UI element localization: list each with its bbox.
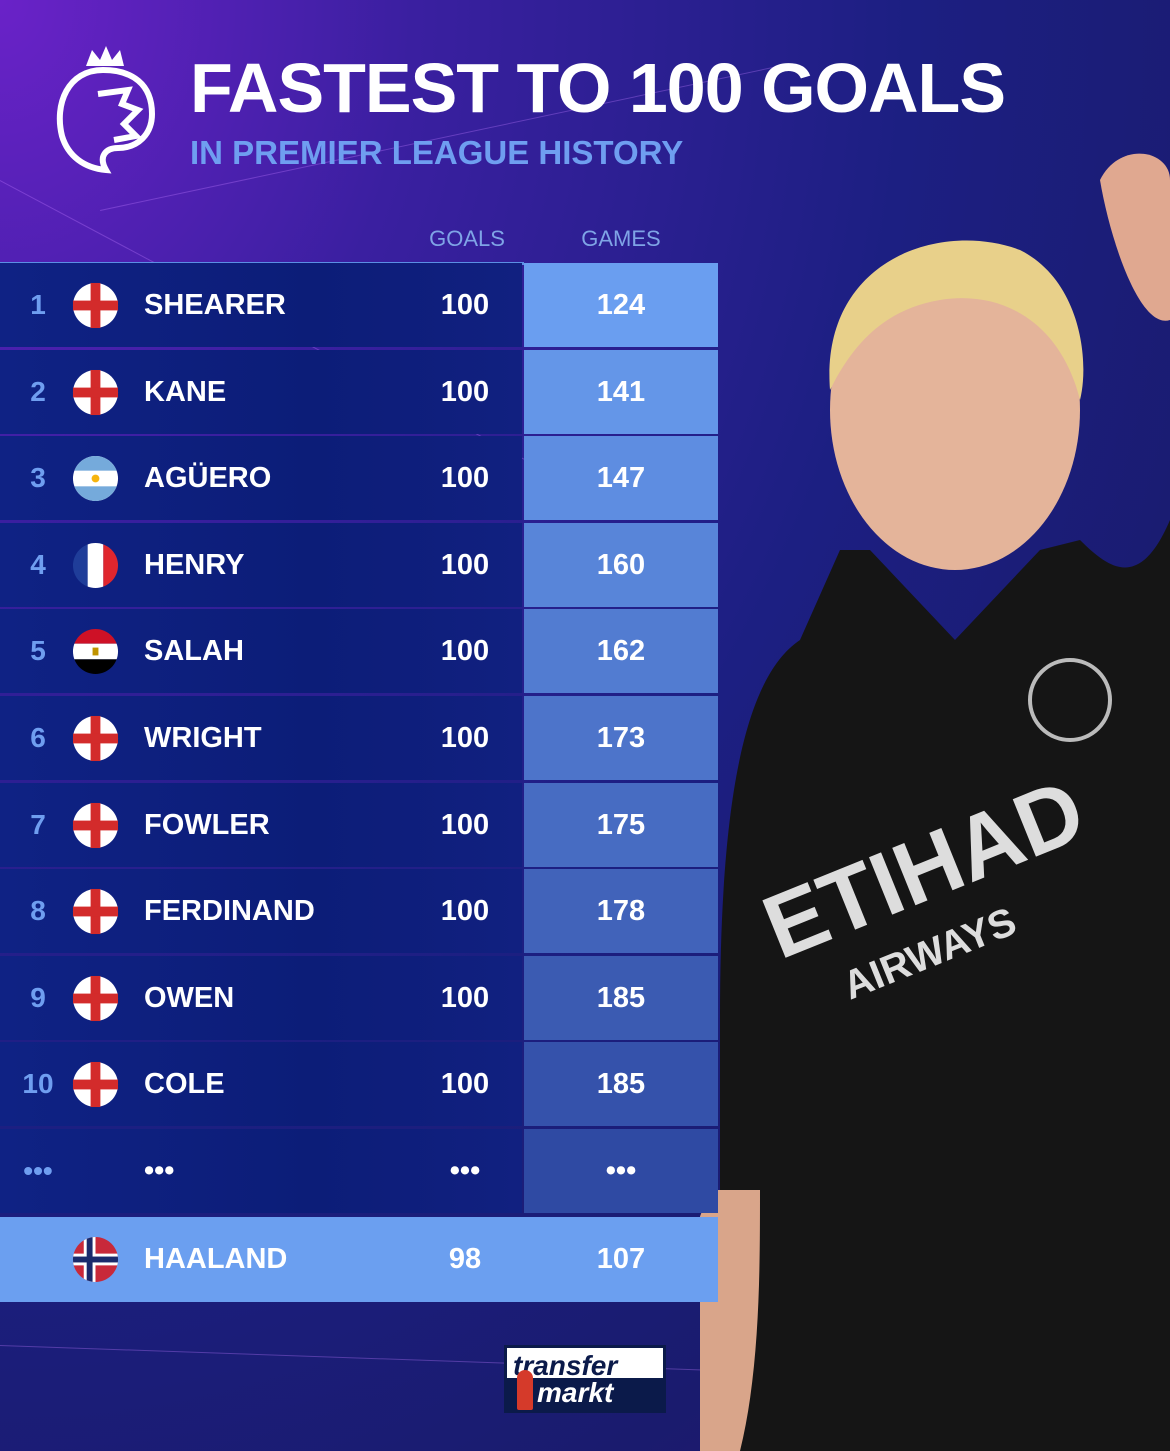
player-name: FERDINAND xyxy=(144,895,315,928)
flag-egypt-icon xyxy=(72,629,119,675)
goals-value: 98 xyxy=(448,1243,482,1275)
player-figure-icon xyxy=(517,1370,533,1410)
goals-value: 100 xyxy=(440,375,490,408)
flag-norway-icon xyxy=(72,1236,119,1283)
games-value: 124 xyxy=(524,263,718,347)
player-name: WRIGHT xyxy=(144,722,262,754)
flag-england-icon xyxy=(72,282,119,329)
table-row: 10 COLE 100 185 xyxy=(0,1042,718,1127)
player-name: HAALAND xyxy=(144,1243,288,1275)
goals-value: 100 xyxy=(440,1068,490,1101)
column-header-games: GAMES xyxy=(581,226,661,251)
table-row: 4 HENRY 100 160 xyxy=(0,522,718,607)
table-row: 6 WRIGHT 100 173 xyxy=(0,696,718,780)
highlight-row: HAALAND 98 107 xyxy=(0,1217,718,1302)
column-header-goals: GOALS xyxy=(429,226,505,251)
player-name: SHEARER xyxy=(144,289,286,321)
rank: ••• xyxy=(23,1155,53,1186)
player-name: AGÜERO xyxy=(144,462,272,495)
player-name: OWEN xyxy=(144,981,235,1014)
player-name: ••• xyxy=(144,1155,175,1187)
club-crest-icon xyxy=(1028,658,1112,742)
goals-value: 100 xyxy=(440,548,490,581)
flag-england-icon xyxy=(72,1062,119,1108)
games-value: 107 xyxy=(596,1243,646,1275)
table-row: 3 AGÜERO 100 147 xyxy=(0,436,718,521)
table-row: 7 FOWLER 100 175 xyxy=(0,782,718,867)
goals-value: 100 xyxy=(440,808,490,841)
flag-france-icon xyxy=(72,542,119,588)
rank: 5 xyxy=(30,635,46,667)
table-row: 5 SALAH 100 162 xyxy=(0,609,718,694)
games-value: 178 xyxy=(524,869,718,954)
player-name: COLE xyxy=(144,1068,225,1101)
games-value: 175 xyxy=(524,782,718,867)
rank: 7 xyxy=(30,808,46,840)
page-subtitle: IN PREMIER LEAGUE HISTORY xyxy=(190,134,684,171)
rank: 10 xyxy=(22,1068,54,1100)
games-value: 185 xyxy=(524,1042,718,1127)
flag-england-icon xyxy=(72,715,119,762)
rank: 6 xyxy=(30,722,46,753)
flag-england-icon xyxy=(72,889,119,935)
table-row: 8 FERDINAND 100 178 xyxy=(0,869,718,954)
games-value: 160 xyxy=(524,522,718,607)
rank: 4 xyxy=(30,548,46,580)
goals-value: ••• xyxy=(449,1155,481,1187)
goals-value: 100 xyxy=(440,289,490,321)
player-name: HENRY xyxy=(144,548,245,581)
goals-value: 100 xyxy=(440,462,490,495)
player-name: FOWLER xyxy=(144,808,270,841)
table-row: ••• ••• ••• ••• xyxy=(0,1129,718,1213)
flag-argentina-icon xyxy=(72,456,119,502)
goals-value: 100 xyxy=(440,635,490,668)
rank: 8 xyxy=(30,895,46,927)
flag-england-icon xyxy=(72,975,119,1021)
goals-value: 100 xyxy=(440,981,490,1014)
row-background xyxy=(0,1129,522,1213)
goals-value: 100 xyxy=(440,895,490,928)
goals-value: 100 xyxy=(440,722,490,754)
rank: 3 xyxy=(30,462,46,494)
games-value: ••• xyxy=(524,1129,718,1213)
table-row: 2 KANE 100 141 xyxy=(0,349,718,434)
games-value: 185 xyxy=(524,955,718,1040)
games-value: 147 xyxy=(524,436,718,521)
player-name: KANE xyxy=(144,375,227,408)
table-row: 9 OWEN 100 185 xyxy=(0,955,718,1040)
games-value: 162 xyxy=(524,609,718,694)
flag-england-icon xyxy=(72,369,119,415)
page-title: FASTEST TO 100 GOALS xyxy=(190,49,1006,127)
rank: 9 xyxy=(30,981,46,1013)
table-row: 1 SHEARER 100 124 xyxy=(0,263,718,347)
rank: 2 xyxy=(30,375,46,407)
games-value: 173 xyxy=(524,696,718,780)
premier-league-logo xyxy=(56,46,156,174)
rank: 1 xyxy=(30,289,46,320)
transfermarkt-logo: transfer markt xyxy=(504,1345,666,1413)
games-value: 141 xyxy=(524,349,718,434)
player-name: SALAH xyxy=(144,635,244,668)
player-photo: ETIHAD AIRWAYS xyxy=(700,153,1170,1451)
flag-england-icon xyxy=(72,802,119,848)
